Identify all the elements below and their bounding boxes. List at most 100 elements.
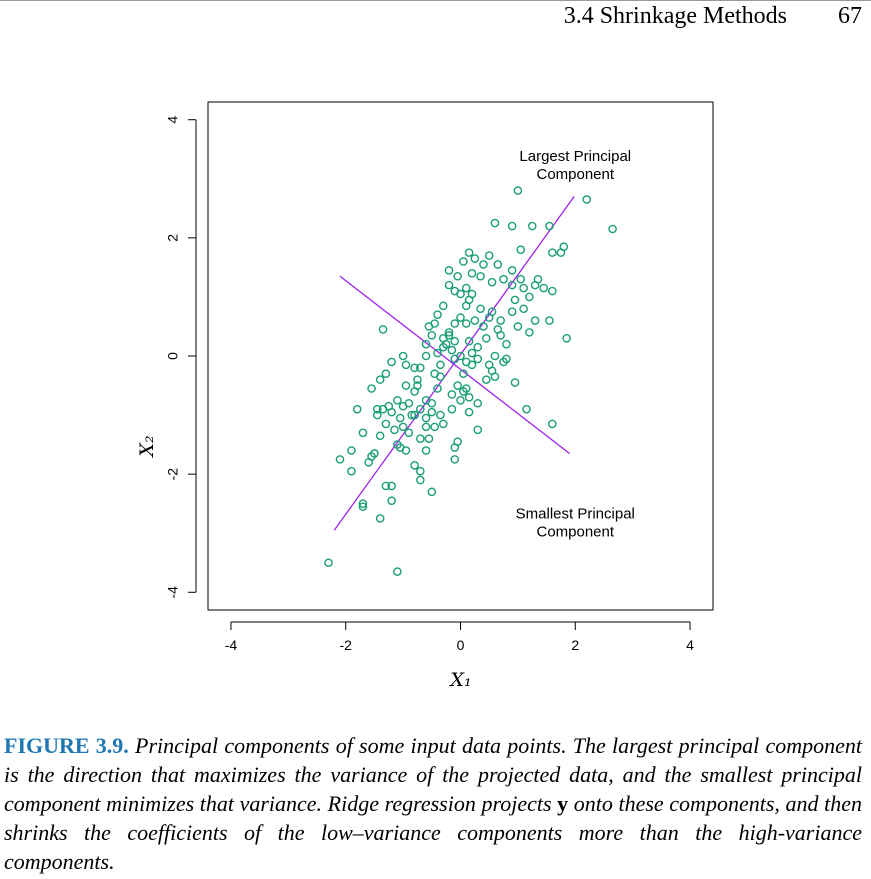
- data-point: [533, 274, 543, 284]
- data-point: [416, 404, 425, 414]
- data-point: [416, 475, 425, 485]
- data-point: [459, 369, 468, 379]
- data-point: [516, 245, 526, 254]
- data-point: [421, 446, 431, 455]
- data-point: [548, 248, 557, 257]
- data-point: [378, 404, 388, 414]
- data-point: [484, 251, 494, 260]
- figure-caption: FIGURE 3.9. Principal components of some…: [4, 731, 862, 876]
- data-point: [525, 292, 534, 302]
- plot-frame: [207, 101, 714, 611]
- data-point: [519, 304, 528, 314]
- data-point: [513, 322, 523, 331]
- data-point: [367, 384, 376, 393]
- data-point: [510, 378, 520, 387]
- data-point: [395, 413, 405, 423]
- data-point: [401, 446, 411, 455]
- data-point: [401, 381, 411, 390]
- pc-line-largest: [333, 196, 575, 531]
- data-point: [470, 316, 480, 325]
- data-point: [502, 339, 511, 349]
- data-point: [525, 328, 534, 337]
- data-point: [453, 271, 462, 281]
- data-point: [450, 319, 460, 328]
- data-point: [393, 396, 402, 405]
- data-point: [456, 396, 465, 405]
- data-point: [473, 342, 483, 352]
- data-point: [562, 333, 571, 343]
- caption-text-2: onto these components, and then shrinks …: [4, 791, 862, 874]
- y-axis-label: X₂: [136, 435, 158, 458]
- data-point: [416, 363, 425, 373]
- data-point: [510, 295, 520, 305]
- data-point: [456, 313, 465, 322]
- data-point: [467, 269, 477, 278]
- data-point: [398, 351, 408, 361]
- data-point: [381, 419, 391, 429]
- caption-bold-symbol: y: [557, 791, 569, 816]
- data-point: [416, 434, 425, 443]
- data-point: [447, 390, 457, 399]
- data-point: [378, 325, 388, 334]
- data-point: [444, 331, 454, 340]
- x-tick-label: 4: [686, 637, 694, 653]
- data-point: [410, 363, 419, 373]
- figure-label: FIGURE 3.9.: [4, 733, 129, 758]
- data-point: [499, 274, 508, 284]
- data-point: [381, 369, 391, 379]
- data-point: [473, 425, 483, 435]
- data-point: [507, 266, 517, 275]
- data-point: [401, 360, 411, 370]
- annotation-text: Largest Principal: [519, 148, 631, 165]
- data-point: [482, 375, 491, 384]
- data-point: [453, 437, 462, 446]
- data-point: [464, 393, 474, 402]
- data-point: [459, 257, 468, 266]
- data-point: [496, 331, 505, 340]
- data-point: [358, 502, 368, 511]
- data-point: [493, 260, 503, 269]
- x-tick-label: 0: [457, 637, 465, 653]
- data-point: [484, 360, 494, 370]
- data-point: [430, 422, 439, 432]
- data-point: [393, 567, 402, 576]
- data-point: [421, 339, 431, 349]
- caption-text-1: Principal components of some input data …: [4, 733, 862, 816]
- data-point: [427, 407, 437, 417]
- data-point: [347, 446, 356, 455]
- data-point: [507, 280, 517, 290]
- data-point: [530, 316, 540, 325]
- data-point: [375, 431, 385, 441]
- data-point: [358, 499, 368, 508]
- data-point: [427, 398, 437, 408]
- data-point: [447, 404, 457, 414]
- data-point: [421, 413, 431, 423]
- data-point: [413, 375, 422, 384]
- data-point: [358, 428, 368, 438]
- data-point: [404, 428, 414, 438]
- data-point: [410, 410, 419, 420]
- data-point: [372, 410, 382, 420]
- header-rule: [0, 0, 871, 1]
- data-point: [467, 360, 477, 370]
- data-point: [479, 322, 488, 331]
- annotation-text: Component: [536, 166, 614, 183]
- data-point: [490, 218, 500, 228]
- data-point: [450, 336, 460, 346]
- data-point: [490, 351, 500, 361]
- y-tick-label: 4: [165, 116, 181, 124]
- data-point: [436, 410, 445, 420]
- data-point: [347, 466, 356, 476]
- x-tick-label: -4: [225, 637, 238, 653]
- data-point: [582, 195, 592, 204]
- data-point: [447, 345, 457, 355]
- data-point: [352, 404, 362, 414]
- data-point: [548, 286, 557, 296]
- data-point: [556, 248, 566, 257]
- y-tick-label: 2: [165, 234, 181, 242]
- data-point: [416, 466, 425, 476]
- data-point: [467, 348, 477, 358]
- x-tick-label: -2: [340, 637, 353, 653]
